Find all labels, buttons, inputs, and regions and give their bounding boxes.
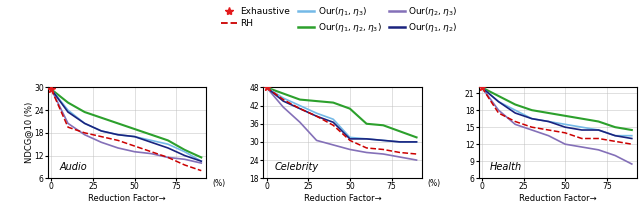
X-axis label: Reduction Factor→: Reduction Factor→ [303, 194, 381, 203]
Text: Audio: Audio [59, 162, 87, 172]
Text: (%): (%) [428, 179, 441, 188]
Text: Health: Health [490, 162, 522, 172]
X-axis label: Reduction Factor→: Reduction Factor→ [88, 194, 166, 203]
Text: (%): (%) [212, 179, 226, 188]
Y-axis label: NDCG@10 (%): NDCG@10 (%) [24, 102, 33, 164]
Legend: Exhaustive, RH, Our$(\eta_1, \eta_3)$, Our$(\eta_1, \eta_2, \eta_3)$, Our$(\eta_: Exhaustive, RH, Our$(\eta_1, \eta_3)$, O… [220, 5, 459, 35]
Text: Celebrity: Celebrity [275, 162, 319, 172]
X-axis label: Reduction Factor→: Reduction Factor→ [519, 194, 596, 203]
